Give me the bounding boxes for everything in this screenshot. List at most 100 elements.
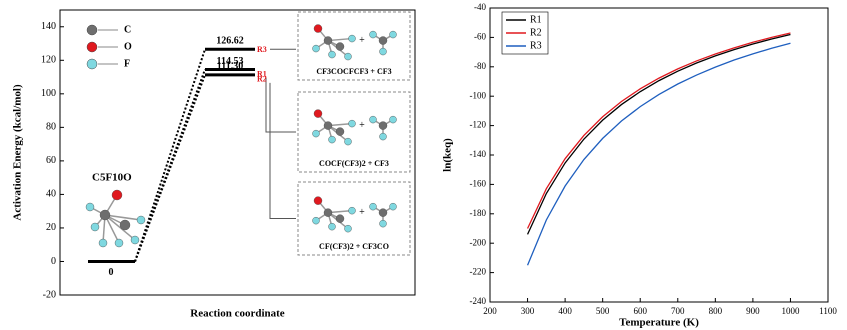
atom [131, 236, 139, 244]
atom [380, 220, 387, 227]
y-tick-label: -120 [470, 120, 487, 130]
x-axis-label: Temperature (K) [619, 317, 699, 329]
reactant-name: C5F10O [92, 172, 132, 184]
x-tick-label: 500 [596, 306, 610, 316]
atom [390, 203, 397, 210]
path-dotted [135, 75, 205, 262]
atom [313, 130, 320, 137]
y-tick-label: 20 [46, 222, 56, 233]
y-tick-label: -200 [470, 237, 487, 247]
legend-label: R1 [530, 14, 542, 25]
legend-label: R2 [530, 27, 542, 38]
y-tick-label: -40 [474, 2, 486, 12]
x-tick-label: 200 [483, 306, 497, 316]
atom [120, 220, 130, 230]
path-dotted [135, 49, 205, 261]
atom [329, 51, 336, 58]
y-tick-label: 140 [41, 21, 56, 32]
value-label: 126.62 [216, 35, 244, 46]
legend-label: O [124, 41, 132, 52]
atom [314, 197, 322, 205]
y-axis-label: Activation Energy (kcal/mol) [12, 84, 24, 221]
y-tick-label: 0 [51, 256, 56, 267]
line-series [528, 43, 791, 265]
x-tick-label: 1100 [819, 306, 837, 316]
atom [345, 53, 352, 60]
y-tick-label: 40 [46, 189, 56, 200]
x-tick-label: 300 [521, 306, 535, 316]
atom [314, 25, 322, 33]
atom [380, 133, 387, 140]
level-name: R3 [257, 45, 267, 54]
arrow [270, 83, 296, 219]
legend-label: F [124, 58, 130, 69]
atom [345, 225, 352, 232]
legend-label: R3 [530, 40, 542, 51]
atom [370, 116, 377, 123]
reactant-value: 0 [109, 267, 114, 278]
y-tick-label: 100 [41, 88, 56, 99]
path-dotted [135, 69, 205, 261]
atom [137, 216, 145, 224]
y-tick-label: 120 [41, 55, 56, 66]
x-axis-label: Reaction coordinate [190, 308, 285, 320]
line-series [528, 34, 791, 234]
y-tick-label: -100 [470, 90, 487, 100]
atom [379, 37, 387, 45]
atom [390, 31, 397, 38]
atom [329, 136, 336, 143]
y-tick-label: -140 [470, 149, 487, 159]
atom [349, 120, 356, 127]
atom [349, 207, 356, 214]
y-tick-label: -220 [470, 267, 487, 277]
x-tick-label: 1000 [781, 306, 800, 316]
atom [324, 122, 332, 130]
atom [379, 122, 387, 130]
atom [390, 116, 397, 123]
product-label: COCF(CF3)2 + CF3 [319, 159, 389, 168]
atom [336, 43, 344, 51]
plot-frame [60, 10, 415, 295]
legend-label: C [124, 24, 131, 35]
y-tick-label: -20 [43, 289, 56, 300]
level-name: R2 [257, 75, 267, 84]
atom [336, 128, 344, 136]
atom [349, 35, 356, 42]
x-tick-label: 900 [746, 306, 760, 316]
atom [370, 31, 377, 38]
value-label: 111.30 [217, 61, 243, 72]
atom [112, 190, 122, 200]
atom [99, 239, 107, 247]
line-series [528, 33, 791, 229]
product-label: CF(CF3)2 + CF3CO [319, 242, 389, 251]
y-tick-label: -160 [470, 178, 487, 188]
plus: + [359, 35, 365, 46]
atom [370, 203, 377, 210]
legend-swatch [87, 25, 97, 35]
y-tick-label: -240 [470, 296, 487, 306]
atom [336, 215, 344, 223]
x-tick-label: 800 [709, 306, 723, 316]
atom [379, 209, 387, 217]
atom [329, 223, 336, 230]
figure: -20020406080100120140Activation Energy (… [0, 0, 847, 330]
atom [314, 110, 322, 118]
atom [100, 210, 110, 220]
y-tick-label: -60 [474, 31, 486, 41]
atom [324, 37, 332, 45]
y-tick-label: 80 [46, 122, 56, 133]
x-tick-label: 600 [633, 306, 647, 316]
atom [313, 45, 320, 52]
atom [91, 223, 99, 231]
atom [324, 209, 332, 217]
atom [345, 138, 352, 145]
product-label: CF3COCFCF3 + CF3 [316, 67, 391, 76]
plus: + [359, 207, 365, 218]
legend-swatch [87, 59, 97, 69]
y-tick-label: -80 [474, 61, 486, 71]
legend-swatch [87, 42, 97, 52]
x-tick-label: 700 [671, 306, 685, 316]
plus: + [359, 120, 365, 131]
atom [313, 217, 320, 224]
y-axis-label: ln(keq) [442, 138, 454, 172]
